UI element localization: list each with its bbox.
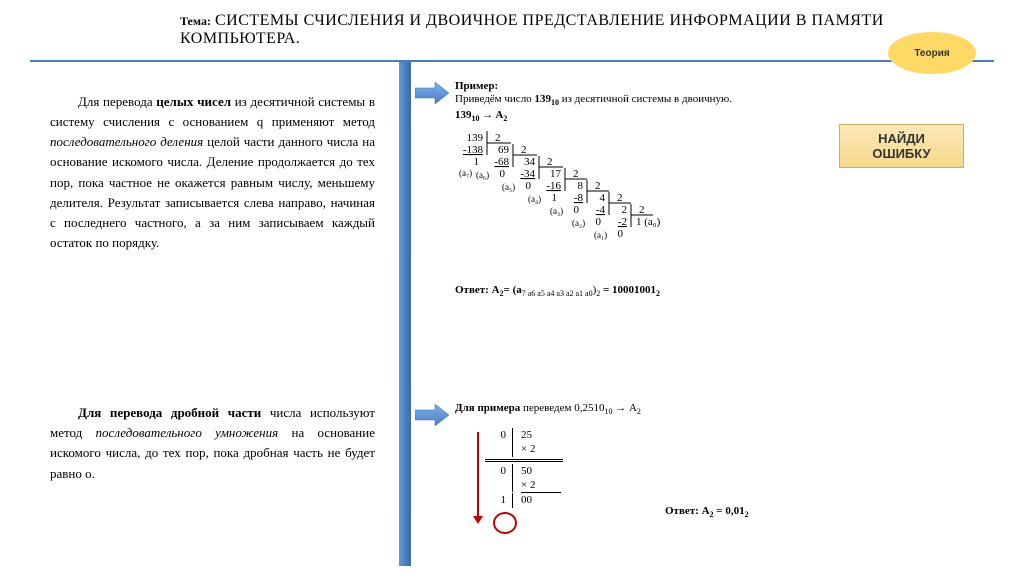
content: Для перевода целых чисел из десятичной с… bbox=[0, 62, 1024, 566]
svg-text:2: 2 bbox=[639, 204, 645, 216]
svg-text:-8: -8 bbox=[574, 192, 584, 204]
multiplication-diagram: 025 × 2 050 × 2 100 Ответ: A2 = 0,012 bbox=[485, 428, 994, 507]
topic-title: СИСТЕМЫ СЧИСЛЕНИЯ И ДВОИЧНОЕ ПРЕДСТАВЛЕН… bbox=[180, 12, 884, 47]
red-arrow-icon bbox=[477, 432, 479, 518]
svg-text:34: 34 bbox=[524, 156, 536, 168]
svg-text:2: 2 bbox=[617, 192, 623, 204]
svg-text:139: 139 bbox=[467, 132, 484, 144]
svg-text:(a₃): (a₃) bbox=[550, 206, 563, 216]
svg-text:2: 2 bbox=[622, 204, 628, 216]
svg-text:8: 8 bbox=[578, 180, 584, 192]
paragraph-fraction: Для перевода дробной части числа использ… bbox=[50, 403, 375, 484]
svg-text:4: 4 bbox=[600, 192, 606, 204]
svg-text:-34: -34 bbox=[520, 168, 535, 180]
find-error-box: НАЙДИ ОШИБКУ bbox=[839, 124, 964, 168]
example-2-text: Для примера переведем 0,251010 → A2 bbox=[455, 402, 994, 416]
svg-text:2: 2 bbox=[595, 180, 601, 192]
example-2-answer: Ответ: A2 = 0,012 bbox=[665, 504, 749, 521]
svg-text:-16: -16 bbox=[546, 180, 561, 192]
example-1: Пример: Приведём число 13910 из десятичн… bbox=[455, 80, 994, 299]
example-title: Пример: bbox=[455, 80, 994, 92]
svg-text:2: 2 bbox=[573, 168, 579, 180]
svg-text:69: 69 bbox=[498, 144, 510, 156]
svg-text:0: 0 bbox=[618, 228, 624, 240]
svg-text:(a₇): (a₇) bbox=[459, 168, 472, 178]
theory-badge: Теория bbox=[888, 32, 976, 74]
division-diagram: 139 2 -138 69 1 (a₇) 2 -68 34 0 (a₆) 2 bbox=[459, 129, 739, 269]
svg-text:0: 0 bbox=[526, 180, 532, 192]
svg-text:1 (a₀): 1 (a₀) bbox=[636, 216, 661, 228]
svg-text:(a₆): (a₆) bbox=[476, 170, 489, 180]
left-column: Для перевода целых чисел из десятичной с… bbox=[0, 62, 395, 566]
svg-text:0: 0 bbox=[574, 204, 580, 216]
svg-text:(a₄): (a₄) bbox=[528, 194, 541, 204]
red-circle-icon bbox=[493, 512, 517, 534]
example-2: Для примера переведем 0,251010 → A2 025 … bbox=[455, 402, 994, 508]
svg-text:-68: -68 bbox=[494, 156, 509, 168]
right-column: Пример: Приведём число 13910 из десятичн… bbox=[415, 62, 1024, 566]
svg-text:1: 1 bbox=[552, 192, 558, 204]
svg-text:0: 0 bbox=[596, 216, 602, 228]
arrow-icon bbox=[415, 404, 449, 426]
arrow-icon bbox=[415, 82, 449, 104]
svg-text:0: 0 bbox=[500, 168, 506, 180]
svg-text:(a₁): (a₁) bbox=[594, 230, 607, 240]
svg-text:-138: -138 bbox=[463, 144, 484, 156]
example-conversion: 13910 → A2 bbox=[455, 109, 994, 123]
svg-text:2: 2 bbox=[495, 132, 501, 144]
svg-text:(a₂): (a₂) bbox=[572, 218, 585, 228]
header: Тема: СИСТЕМЫ СЧИСЛЕНИЯ И ДВОИЧНОЕ ПРЕДС… bbox=[0, 0, 1024, 56]
svg-text:-2: -2 bbox=[618, 216, 627, 228]
example-text: Приведём число 13910 из десятичной систе… bbox=[455, 93, 994, 107]
vertical-divider bbox=[399, 62, 411, 566]
svg-text:2: 2 bbox=[521, 144, 527, 156]
svg-text:-4: -4 bbox=[596, 204, 606, 216]
svg-text:17: 17 bbox=[550, 168, 562, 180]
topic-label: Тема: bbox=[180, 14, 211, 28]
example-1-answer: Ответ: A2= (a7 a6 a5 a4 a3 a2 a1 a0)2 = … bbox=[455, 284, 994, 298]
paragraph-integer: Для перевода целых чисел из десятичной с… bbox=[50, 92, 375, 253]
svg-text:(a₅): (a₅) bbox=[502, 182, 515, 192]
svg-text:2: 2 bbox=[547, 156, 553, 168]
svg-text:1: 1 bbox=[474, 156, 480, 168]
